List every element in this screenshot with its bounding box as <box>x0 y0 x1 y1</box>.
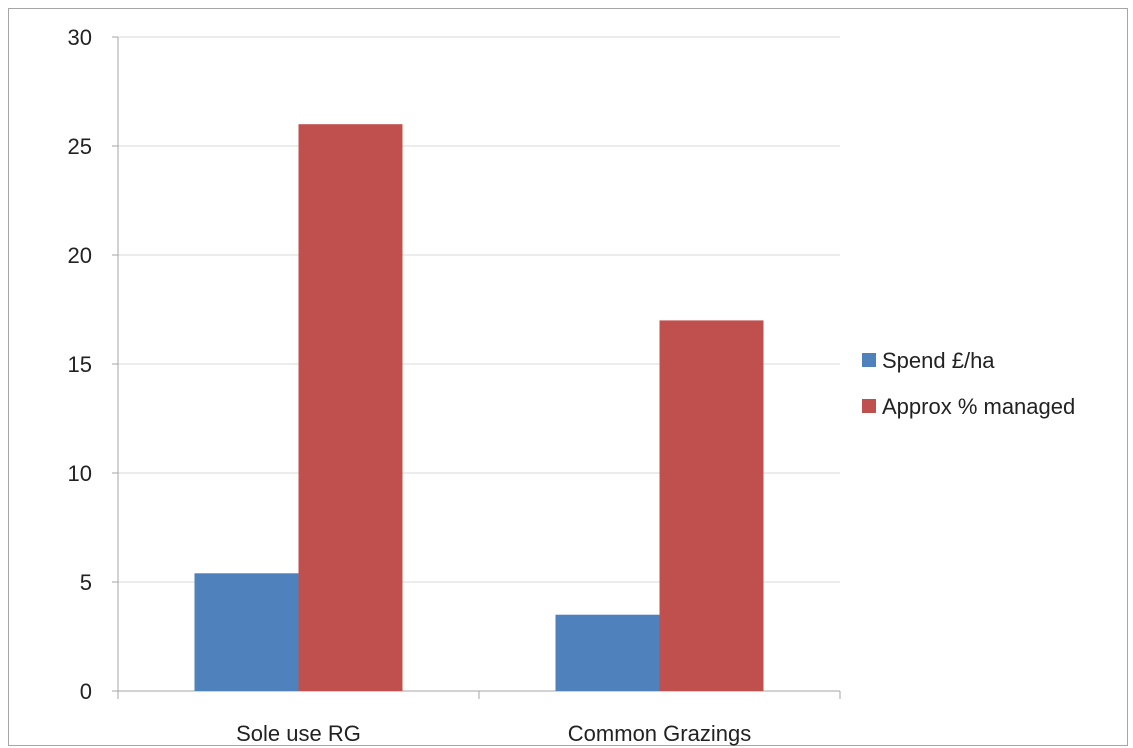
legend-swatch <box>862 353 876 367</box>
y-tick-label: 15 <box>68 352 92 377</box>
bar <box>555 614 660 691</box>
bar <box>194 573 299 691</box>
legend-label: Approx % managed <box>882 394 1075 419</box>
y-tick-label: 10 <box>68 461 92 486</box>
x-tick-label: Sole use RG <box>236 721 361 746</box>
y-tick-label: 5 <box>80 570 92 595</box>
y-tick-label: 0 <box>80 679 92 704</box>
bars <box>194 124 764 691</box>
y-tick-label: 25 <box>68 134 92 159</box>
y-tick-label: 30 <box>68 25 92 50</box>
legend-label: Spend £/ha <box>882 348 995 373</box>
x-axis-tick-labels: Sole use RG Common Grazings <box>236 721 751 746</box>
y-tick-label: 20 <box>68 243 92 268</box>
bar <box>659 320 764 691</box>
legend: Spend £/ha Approx % managed <box>862 348 1075 419</box>
x-tick-label: Common Grazings <box>568 721 751 746</box>
legend-swatch <box>862 399 876 413</box>
y-axis-tick-labels: 0 5 10 15 20 25 30 <box>68 25 92 704</box>
bar <box>298 124 403 691</box>
